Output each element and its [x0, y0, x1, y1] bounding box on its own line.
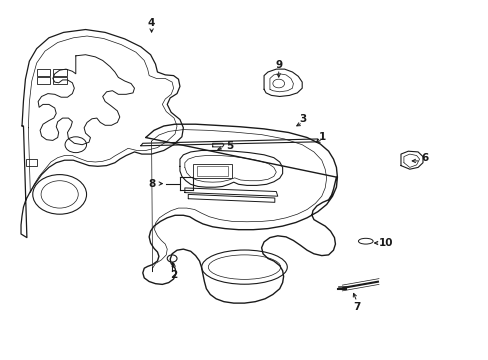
Text: 4: 4	[147, 18, 155, 28]
Bar	[26, 159, 37, 166]
Text: 5: 5	[226, 141, 233, 151]
Bar	[37, 77, 50, 84]
Text: 9: 9	[275, 60, 282, 70]
Text: 10: 10	[378, 238, 393, 248]
Bar	[53, 69, 66, 76]
Bar	[53, 77, 66, 84]
Text: 6: 6	[421, 153, 428, 163]
Bar	[196, 166, 228, 176]
Text: 7: 7	[352, 302, 360, 312]
Text: 3: 3	[299, 114, 306, 124]
Bar	[37, 69, 50, 76]
Text: 8: 8	[148, 179, 155, 189]
Text: 2: 2	[170, 270, 177, 280]
Text: 1: 1	[319, 132, 325, 142]
Bar	[193, 164, 232, 178]
